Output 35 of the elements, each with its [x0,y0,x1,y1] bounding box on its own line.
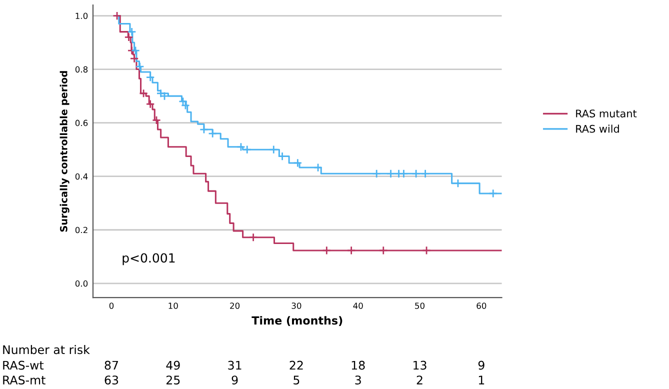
text: 13 [414,360,426,370]
text: 22 [290,360,303,370]
x-axis-title: Time (months) [252,316,342,326]
x-tick-label: 60 [476,302,486,309]
text: 18 [352,360,365,370]
legend-label: RAS wild [576,124,619,133]
y-tick-label: 0.6 [75,120,88,126]
x-tick-label: 20 [230,302,240,309]
text: 1 [478,376,484,384]
text: 87 [104,360,118,370]
x-tick-label: 30 [292,302,302,309]
legend-label: RAS mutant [576,110,637,118]
y-tick-label: 0.4 [75,173,88,180]
text: 3 [355,376,361,384]
x-tick-label: 50 [415,302,424,309]
text: Number at risk [3,345,90,354]
text: RAS-mt [3,376,46,384]
text: 63 [104,376,118,384]
text: 9 [478,360,484,370]
text: 5 [294,376,300,384]
annotation: p<0.001 [122,253,175,266]
y-tick-label: 1.0 [76,12,88,20]
text: 49 [166,360,180,370]
y-tick-label: 0.8 [75,66,88,73]
text: 25 [166,376,180,384]
text: 2 [416,376,422,384]
y-tick-label: 0.0 [75,280,88,287]
text: 9 [232,376,238,384]
x-tick-label: 40 [353,302,363,309]
y-axis-title: Surgically controllable period [60,71,70,232]
text: 31 [228,360,242,370]
x-tick-label: 10 [168,302,178,309]
y-tick-label: 0.2 [75,226,88,234]
text: RAS-wt [3,360,44,370]
x-tick-label: 0 [109,302,114,309]
